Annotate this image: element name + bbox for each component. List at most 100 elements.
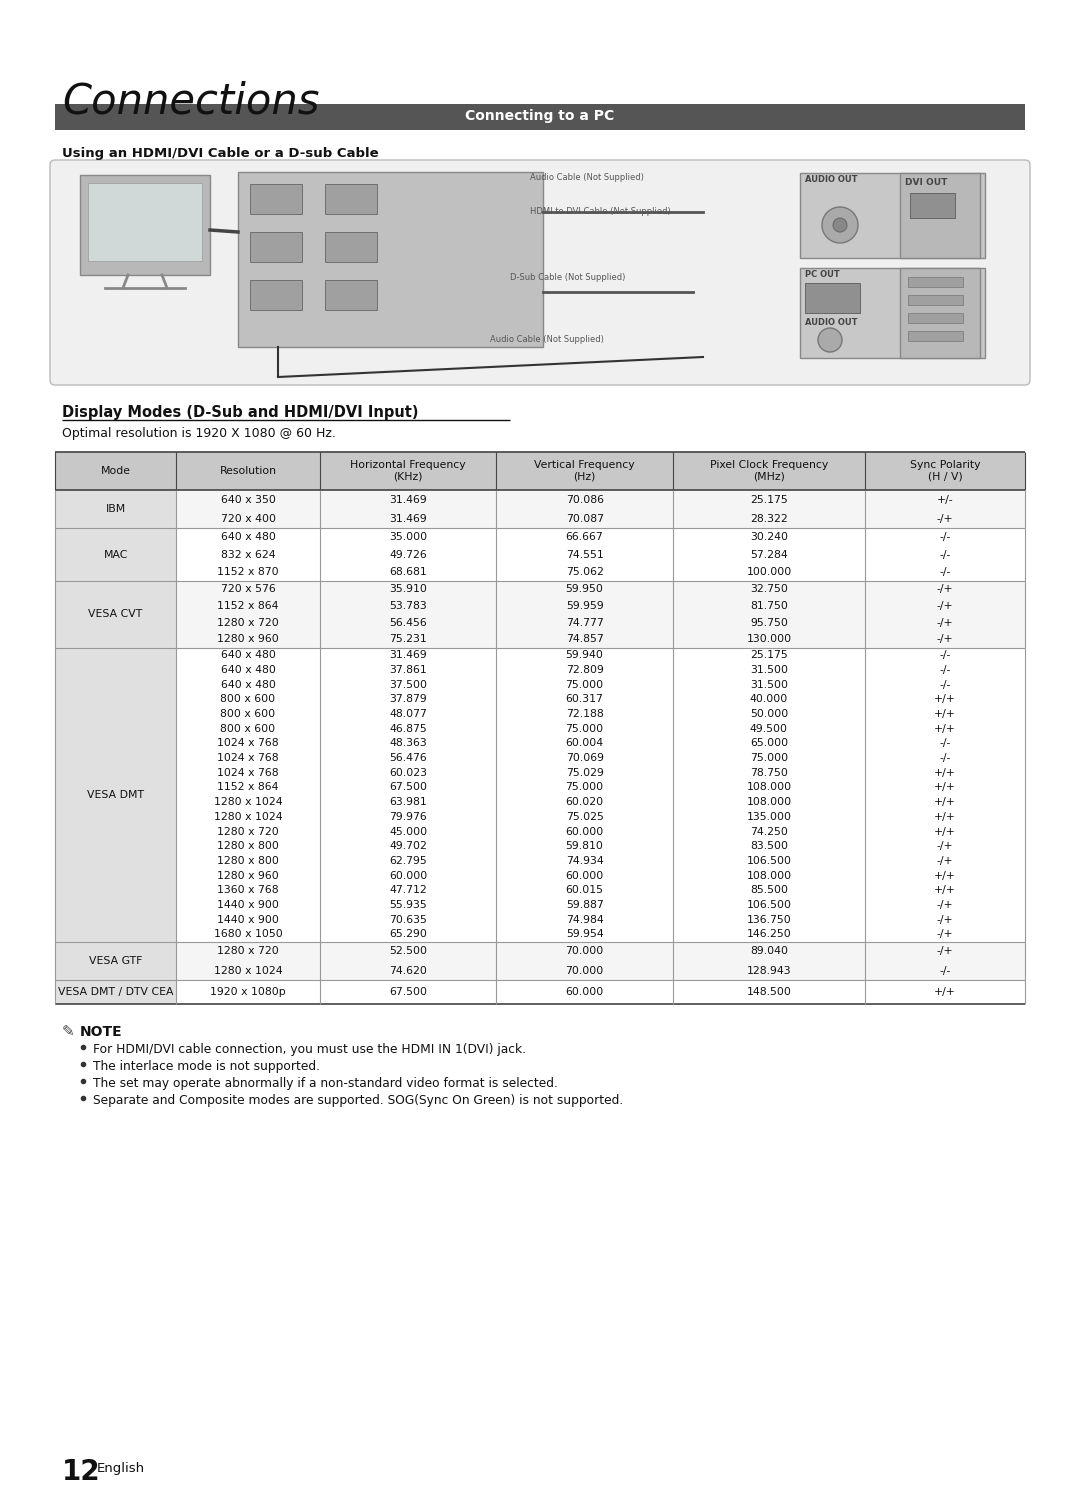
Text: 1024 x 768: 1024 x 768: [217, 768, 279, 778]
Bar: [497, 581, 673, 648]
Text: 75.231: 75.231: [389, 635, 427, 644]
Text: Display Modes (D-Sub and HDMI/DVI Input): Display Modes (D-Sub and HDMI/DVI Input): [62, 405, 419, 420]
Text: 52.500: 52.500: [389, 946, 427, 956]
Text: Pixel Clock Frequency
(MHz): Pixel Clock Frequency (MHz): [710, 460, 828, 481]
Text: 135.000: 135.000: [746, 811, 792, 822]
Text: 31.500: 31.500: [750, 665, 788, 675]
Text: DVI OUT: DVI OUT: [905, 178, 947, 187]
Text: 31.469: 31.469: [389, 495, 427, 505]
Text: 720 x 400: 720 x 400: [220, 514, 275, 524]
Text: 832 x 624: 832 x 624: [220, 550, 275, 560]
Bar: [910, 193, 955, 218]
Text: 60.004: 60.004: [566, 738, 604, 748]
Text: Vertical Frequency
(Hz): Vertical Frequency (Hz): [535, 460, 635, 481]
Text: +/+: +/+: [934, 710, 956, 719]
Bar: [673, 648, 865, 941]
Text: 130.000: 130.000: [746, 635, 792, 644]
Text: 100.000: 100.000: [746, 568, 792, 577]
Text: 74.777: 74.777: [566, 617, 604, 627]
Bar: [865, 980, 1025, 1004]
Bar: [900, 173, 980, 258]
Text: 72.809: 72.809: [566, 665, 604, 675]
Bar: [673, 490, 865, 529]
Bar: [497, 490, 673, 529]
Text: Audio Cable (Not Supplied): Audio Cable (Not Supplied): [530, 173, 644, 182]
Text: 48.077: 48.077: [389, 710, 427, 719]
Text: 640 x 480: 640 x 480: [220, 532, 275, 542]
Text: For HDMI/DVI cable connection, you must use the HDMI IN 1(DVI) jack.: For HDMI/DVI cable connection, you must …: [93, 1043, 526, 1056]
Text: +/+: +/+: [934, 798, 956, 807]
Text: 1280 x 960: 1280 x 960: [217, 871, 279, 880]
Text: Audio Cable (Not Supplied): Audio Cable (Not Supplied): [490, 335, 604, 344]
Text: 70.086: 70.086: [566, 495, 604, 505]
Bar: [249, 232, 302, 261]
Text: Connecting to a PC: Connecting to a PC: [465, 109, 615, 123]
Text: +/+: +/+: [934, 723, 956, 734]
Bar: [87, 182, 202, 261]
Text: 1680 x 1050: 1680 x 1050: [214, 929, 282, 940]
Text: 49.702: 49.702: [389, 841, 427, 852]
Text: 1280 x 720: 1280 x 720: [217, 826, 279, 837]
Text: 640 x 480: 640 x 480: [220, 665, 275, 675]
Text: -/+: -/+: [936, 584, 954, 595]
Text: 75.000: 75.000: [566, 680, 604, 690]
Text: 1440 x 900: 1440 x 900: [217, 899, 279, 910]
Bar: [865, 529, 1025, 581]
Bar: [908, 332, 963, 341]
Text: VESA DMT: VESA DMT: [87, 790, 144, 799]
Bar: [320, 941, 497, 980]
Bar: [176, 648, 320, 941]
FancyBboxPatch shape: [50, 160, 1030, 385]
Text: +/+: +/+: [934, 871, 956, 880]
Text: 1280 x 1024: 1280 x 1024: [214, 798, 282, 807]
Text: 1280 x 800: 1280 x 800: [217, 856, 279, 867]
Text: 1152 x 864: 1152 x 864: [217, 601, 279, 611]
Text: 70.000: 70.000: [566, 946, 604, 956]
Text: 106.500: 106.500: [746, 899, 792, 910]
Text: -/-: -/-: [940, 550, 950, 560]
Text: MAC: MAC: [104, 550, 127, 560]
Text: -/+: -/+: [936, 899, 954, 910]
Text: 1024 x 768: 1024 x 768: [217, 753, 279, 763]
Bar: [908, 314, 963, 323]
Text: 74.984: 74.984: [566, 914, 604, 925]
Bar: [325, 232, 377, 261]
Text: English: English: [97, 1463, 145, 1475]
Text: 70.069: 70.069: [566, 753, 604, 763]
Text: 60.000: 60.000: [389, 871, 428, 880]
Text: -/+: -/+: [936, 946, 954, 956]
Text: 32.750: 32.750: [750, 584, 787, 595]
Text: 25.175: 25.175: [750, 650, 787, 660]
Text: 59.950: 59.950: [566, 584, 604, 595]
Text: 60.023: 60.023: [389, 768, 427, 778]
Bar: [865, 941, 1025, 980]
Text: 49.726: 49.726: [389, 550, 427, 560]
Text: 146.250: 146.250: [746, 929, 792, 940]
Text: 45.000: 45.000: [389, 826, 428, 837]
Text: +/+: +/+: [934, 768, 956, 778]
Text: 640 x 480: 640 x 480: [220, 650, 275, 660]
Bar: [865, 453, 1025, 490]
Bar: [55, 581, 176, 648]
Text: -/+: -/+: [936, 856, 954, 867]
Text: 59.887: 59.887: [566, 899, 604, 910]
Text: 31.500: 31.500: [750, 680, 788, 690]
Text: 40.000: 40.000: [750, 695, 788, 704]
Text: 1024 x 768: 1024 x 768: [217, 738, 279, 748]
Text: 128.943: 128.943: [746, 965, 792, 976]
Text: 59.959: 59.959: [566, 601, 604, 611]
Bar: [900, 267, 980, 359]
Text: -/-: -/-: [940, 753, 950, 763]
Text: 74.250: 74.250: [750, 826, 787, 837]
Bar: [800, 173, 985, 258]
Text: 800 x 600: 800 x 600: [220, 695, 275, 704]
Text: The set may operate abnormally if a non-standard video format is selected.: The set may operate abnormally if a non-…: [93, 1077, 558, 1091]
Text: 75.000: 75.000: [566, 783, 604, 792]
Text: 55.935: 55.935: [389, 899, 427, 910]
Text: 70.087: 70.087: [566, 514, 604, 524]
Text: 59.940: 59.940: [566, 650, 604, 660]
Text: +/+: +/+: [934, 988, 956, 998]
Text: 1280 x 720: 1280 x 720: [217, 617, 279, 627]
Text: AUDIO OUT: AUDIO OUT: [805, 175, 858, 184]
Text: 31.469: 31.469: [389, 514, 427, 524]
